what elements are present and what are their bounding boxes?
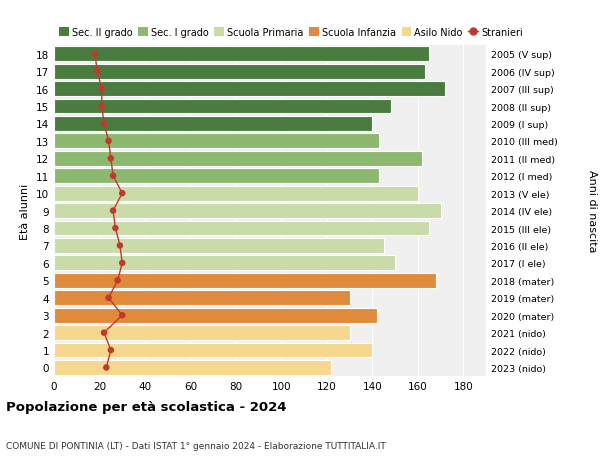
Bar <box>54 343 373 358</box>
Bar <box>54 360 331 375</box>
Point <box>110 225 120 232</box>
Point <box>113 277 122 285</box>
Point <box>92 68 102 76</box>
Point <box>104 294 113 302</box>
Legend: Sec. II grado, Sec. I grado, Scuola Primaria, Scuola Infanzia, Asilo Nido, Stran: Sec. II grado, Sec. I grado, Scuola Prim… <box>59 28 523 38</box>
Text: COMUNE DI PONTINIA (LT) - Dati ISTAT 1° gennaio 2024 - Elaborazione TUTTITALIA.I: COMUNE DI PONTINIA (LT) - Dati ISTAT 1° … <box>6 441 386 450</box>
Bar <box>54 221 429 236</box>
Bar <box>54 291 350 306</box>
Bar <box>54 186 418 201</box>
Point <box>106 347 116 354</box>
Point <box>90 51 100 58</box>
Text: Popolazione per età scolastica - 2024: Popolazione per età scolastica - 2024 <box>6 400 287 413</box>
Bar <box>54 100 391 114</box>
Y-axis label: Età alunni: Età alunni <box>20 183 31 239</box>
Bar <box>54 169 379 184</box>
Bar <box>54 239 383 253</box>
Point <box>99 329 109 336</box>
Bar <box>54 134 379 149</box>
Point <box>118 312 127 319</box>
Point <box>118 260 127 267</box>
Point <box>101 364 111 371</box>
Bar <box>54 273 436 288</box>
Point <box>109 173 118 180</box>
Text: Anni di nascita: Anni di nascita <box>587 170 597 252</box>
Point <box>118 190 127 197</box>
Point <box>97 86 107 93</box>
Point <box>104 138 113 145</box>
Bar <box>54 82 445 97</box>
Bar <box>54 151 422 166</box>
Bar <box>54 325 350 340</box>
Bar <box>54 117 373 132</box>
Bar <box>54 65 425 79</box>
Bar <box>54 47 429 62</box>
Point <box>97 103 107 111</box>
Bar <box>54 204 440 218</box>
Point <box>109 207 118 215</box>
Bar <box>54 308 377 323</box>
Point <box>99 121 109 128</box>
Point <box>115 242 125 250</box>
Point <box>106 155 116 162</box>
Bar <box>54 256 395 271</box>
